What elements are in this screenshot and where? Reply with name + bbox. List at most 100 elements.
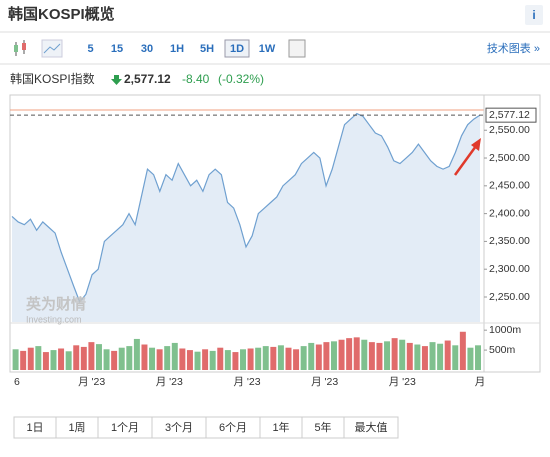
volume-bar [141,344,148,370]
volume-bar [232,352,239,370]
volume-bar [361,339,368,370]
volume-bar [164,346,171,370]
interval-button[interactable]: 1W [259,43,276,55]
volume-bar [133,338,140,370]
volume-bar [384,341,391,370]
y-tick-label: 1000m [489,324,521,336]
range-label[interactable]: 1日 [26,422,43,434]
volume-bar [255,347,262,370]
range-label[interactable]: 最大值 [355,420,388,434]
watermark-brand: 英为财情 [26,295,86,313]
volume-bar [429,342,436,370]
interval-button[interactable]: 15 [111,43,123,55]
x-tick-label: 月 '23 [156,376,183,388]
area-icon-line [43,43,61,54]
range-button[interactable] [343,416,399,439]
interval-button[interactable]: 30 [141,43,153,55]
volume-bar [300,346,307,370]
volume-bar [179,348,186,370]
volume-bar [444,340,451,370]
volume-bar [315,344,322,370]
volume-bar [414,344,421,370]
price-line [11,112,481,304]
y-tick-label: 2,350.00 [489,235,530,247]
range-label[interactable]: 6个月 [219,421,247,434]
volume-bar [353,337,360,370]
volume-bar [437,343,444,370]
volume-bar [308,342,315,370]
interval-button[interactable]: 5H [200,43,214,55]
interval-button[interactable]: 1H [170,43,184,55]
volume-bar [95,344,102,370]
y-tick-label: 2,450.00 [489,180,530,192]
volume-bar [171,342,178,370]
volume-bar [118,347,125,370]
x-tick-label: 月 '23 [78,376,105,388]
y-tick-label: 2,500.00 [489,152,530,164]
volume-bar [186,350,193,370]
range-label[interactable]: 3个月 [165,421,193,434]
quote-name: 韩国KOSPI指数 [10,71,95,86]
volume-bar [217,347,224,370]
volume-bar [240,349,246,370]
volume-bar [88,342,95,370]
watermark-site: Investing.com [26,314,82,324]
x-tick-label: 月 '23 [311,376,338,388]
down-arrow [111,75,122,85]
range-label[interactable]: 1年 [272,420,289,434]
volume-bar [376,342,383,370]
x-tick-label: 月 '23 [389,376,416,388]
volume-bar [293,349,300,370]
volume-bar [103,349,110,370]
volume-bar [338,339,345,370]
volume-bar [202,349,209,370]
volume-bar [323,342,330,370]
interval-selected[interactable] [224,39,250,58]
last-price-label: 2,577.12 [489,109,530,121]
candle-icon[interactable] [14,40,26,56]
volume-bar [459,331,466,370]
interval-button[interactable]: 5 [87,43,93,55]
volume-bar [224,350,231,370]
volume-bar [50,350,57,370]
quote-change-pct: (-0.32%) [218,72,264,86]
y-tick-label: 2,300.00 [489,263,530,275]
price-area [12,113,480,322]
volume-bar [467,347,474,370]
quote-price: 2,577.12 [124,72,171,86]
interval-button[interactable]: 1D [230,43,244,55]
volume-bar [58,348,65,370]
volume-bar [270,346,277,370]
volume-bar [194,351,201,370]
range-label[interactable]: 1周 [68,421,85,434]
range-label[interactable]: 5年 [314,420,331,434]
y-tick-label: 2,400.00 [489,207,530,219]
volume-bar [20,350,27,370]
x-tick-label: 月 [475,376,486,388]
x-tick-label: 6 [14,376,20,388]
volume-bar [475,345,481,370]
volume-bar [262,346,269,370]
volume-bar [406,342,413,370]
quote-change: -8.40 [182,72,210,86]
settings-icon[interactable] [288,39,306,58]
volume-bar [35,346,42,370]
tech-chart-link[interactable]: 技术图表 » [487,41,540,55]
y-tick-label: 500m [489,344,516,356]
range-label[interactable]: 1个月 [111,421,139,434]
info-icon[interactable]: i [532,8,535,22]
volume-bar [65,351,72,370]
volume-bar [111,350,118,370]
volume-bar [149,347,156,370]
volume-bar [156,349,163,370]
volume-bar [285,347,292,370]
annotation-arrowhead [471,138,481,151]
last-price-box [485,107,537,123]
volume-bar [421,346,428,370]
volume-bar [346,338,353,370]
volume-bar [209,350,216,370]
volume-bar [126,346,133,370]
volume-bar [27,347,34,370]
info-button[interactable] [525,5,543,25]
